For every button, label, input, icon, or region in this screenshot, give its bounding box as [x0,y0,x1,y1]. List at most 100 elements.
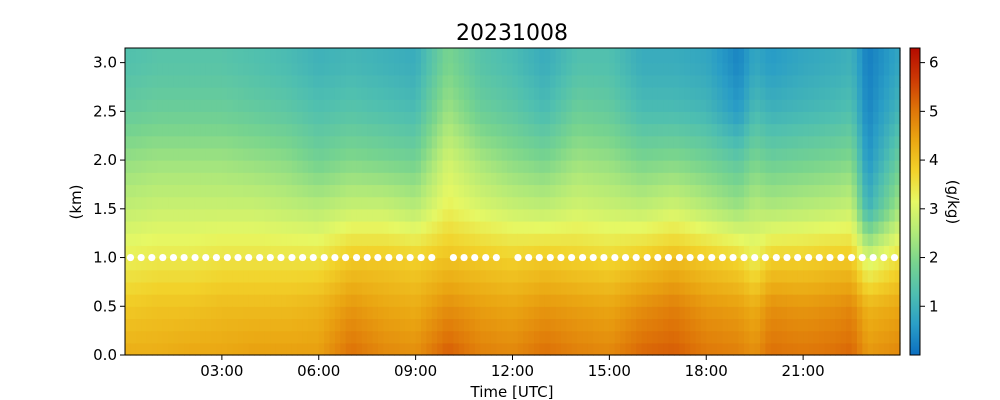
heatmap-cell [377,220,384,234]
heatmap-cell [738,160,745,173]
heatmap-cell [792,99,799,112]
heatmap-cell [657,233,664,246]
heatmap-cell [733,233,740,246]
heatmap-cell [324,233,331,246]
heatmap-cell [410,99,417,112]
heatmap-cell [221,318,228,332]
heatmap-cell [496,50,503,64]
heatmap-cell [813,172,820,186]
heatmap-cell [625,245,632,259]
heatmap-cell [281,86,288,100]
heatmap-cell [168,257,175,271]
heatmap-cell [367,281,374,295]
heatmap-cell [539,208,546,222]
heatmap-cell [760,196,767,210]
heatmap-cell [496,62,503,76]
heatmap-cell [286,160,293,173]
heatmap-cell [878,160,885,173]
heatmap-cell [534,294,541,307]
marker-point [783,253,791,262]
heatmap-cell [636,245,643,259]
heatmap-cell [442,86,449,100]
heatmap-cell [388,74,395,88]
heatmap-cell [307,147,314,161]
heatmap-cell [189,62,196,76]
heatmap-cell [684,281,691,295]
heatmap-cell [464,160,471,173]
heatmap-cell [883,184,890,198]
heatmap-cell [609,196,616,210]
heatmap-cell [695,147,702,161]
heatmap-cell [404,111,411,125]
heatmap-cell [883,208,890,222]
heatmap-cell [485,220,492,234]
heatmap-cell [717,123,723,137]
heatmap-cell [415,318,422,332]
heatmap-cell [781,48,788,52]
heatmap-cell [690,294,697,307]
heatmap-cell [281,184,288,198]
heatmap-cell [151,318,158,332]
heatmap-cell [372,208,379,222]
heatmap-cell [835,86,842,100]
heatmap-cell [394,160,401,173]
heatmap-cell [673,294,680,307]
heatmap-cell [313,220,320,234]
heatmap-cell [792,111,799,125]
heatmap-cell [889,220,896,234]
heatmap-cell [830,48,837,52]
heatmap-cell [630,208,637,222]
heatmap-cell [168,281,175,295]
heatmap-cell [587,318,594,332]
heatmap-cell [770,342,777,356]
heatmap-cell [770,220,777,234]
heatmap-cell [496,245,503,259]
heatmap-cell [125,50,131,64]
heatmap-cell [157,269,164,283]
heatmap-cell [593,233,600,246]
heatmap-cell [507,208,514,222]
heatmap-cell [517,147,524,161]
heatmap-cell [248,123,255,137]
heatmap-cell [706,172,713,186]
heatmap-cell [717,233,723,246]
heatmap-cell [173,220,180,234]
heatmap-cell [733,135,740,149]
heatmap-cell [464,269,471,283]
heatmap-cell [846,48,853,52]
heatmap-cell [377,196,384,210]
heatmap-cell [125,318,131,332]
heatmap-cell [534,74,541,88]
heatmap-cell [340,220,347,234]
heatmap-cell [873,294,880,307]
heatmap-cell [894,99,901,112]
heatmap-cell [146,281,153,295]
heatmap-cell [351,99,358,112]
heatmap-cell [663,257,670,271]
heatmap-cell [598,86,605,100]
heatmap-cell [770,172,777,186]
heatmap-cell [264,233,271,246]
heatmap-cell [334,135,341,149]
heatmap-cell [856,135,863,149]
heatmap-cell [846,330,853,344]
heatmap-cell [340,294,347,307]
heatmap-cell [830,99,837,112]
heatmap-cell [846,196,853,210]
heatmap-cell [786,281,793,295]
heatmap-cell [824,62,831,76]
heatmap-cell [410,208,417,222]
heatmap-cell [679,74,686,88]
heatmap-cell [485,269,492,283]
heatmap-cell [421,48,427,52]
heatmap-cell [345,135,352,149]
heatmap-cell [200,342,207,356]
heatmap-cell [426,62,433,76]
heatmap-cell [512,269,519,283]
heatmap-cell [146,111,153,125]
heatmap-cell [200,160,207,173]
heatmap-cell [130,330,137,344]
heatmap-cell [275,99,282,112]
heatmap-cell [727,269,734,283]
heatmap-cell [582,257,589,271]
